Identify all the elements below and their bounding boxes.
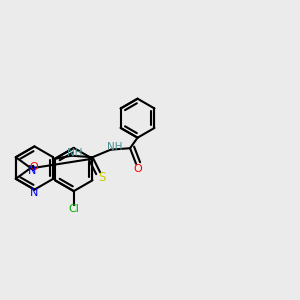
Text: Cl: Cl xyxy=(68,204,79,214)
Text: O: O xyxy=(29,162,38,172)
Text: S: S xyxy=(98,171,105,184)
Text: O: O xyxy=(133,164,142,174)
Text: N: N xyxy=(30,188,39,198)
Text: N: N xyxy=(28,166,36,176)
Text: NH: NH xyxy=(68,148,83,158)
Text: NH: NH xyxy=(107,142,123,152)
